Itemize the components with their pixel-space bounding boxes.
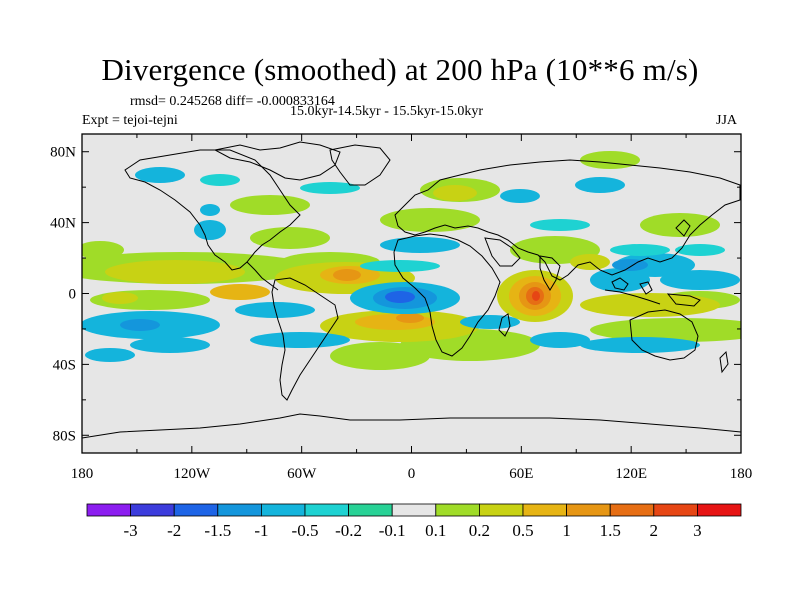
colorbar: -3 -2 -1.5 -1 -0.5 -0.2 -0.1 0.1 0.2 0.5 1 1.5 2 3 — [86, 503, 742, 540]
divergence-field — [82, 134, 741, 453]
colorbar-label: 1.5 — [600, 521, 621, 540]
colorbar-box — [130, 503, 175, 517]
colorbar-box — [173, 503, 219, 517]
colorbar-label: 2 — [650, 521, 659, 540]
colorbar-box — [653, 503, 698, 517]
lon-tick-label: 60W — [287, 466, 317, 482]
colorbar-box — [260, 503, 306, 517]
plot-title: Divergence (smoothed) at 200 hPa (10**6 … — [101, 52, 699, 87]
lat-tick-label: 0 — [69, 287, 77, 303]
colorbar-box — [609, 503, 655, 517]
colorbar-box — [217, 503, 262, 517]
colorbar-box — [391, 503, 437, 517]
colorbar-box — [435, 503, 480, 517]
lat-tick-label: 80N — [50, 145, 76, 161]
lon-tick-label: 60E — [509, 466, 533, 482]
colorbar-label: -3 — [124, 521, 138, 540]
lon-tick-label: 120E — [615, 466, 647, 482]
colorbar-label: -2 — [167, 521, 181, 540]
colorbar-label: 1 — [562, 521, 571, 540]
lon-tick-label: 180 — [730, 466, 753, 482]
lat-tick-label: 40N — [50, 216, 76, 232]
lon-tick-label: 120W — [173, 466, 211, 482]
colorbar-label: -1.5 — [204, 521, 231, 540]
colorbar-label: 0.1 — [425, 521, 446, 540]
colorbar-label: -0.1 — [379, 521, 406, 540]
colorbar-label: -0.5 — [292, 521, 319, 540]
colorbar-label: 0.2 — [469, 521, 490, 540]
experiment-line: Expt = tejoi-tejni — [82, 113, 178, 128]
lon-tick-label: 0 — [408, 466, 416, 482]
lat-tick-label: 40S — [53, 357, 76, 373]
coastlines — [82, 141, 741, 439]
lat-tick-label: 80S — [53, 428, 76, 444]
season-label: JJA — [716, 113, 738, 128]
colorbar-label: 0.5 — [512, 521, 533, 540]
colorbar-label: -0.2 — [335, 521, 362, 540]
lon-tick-label: 180 — [71, 466, 94, 482]
period-line: 15.0kyr-14.5kyr - 15.5kyr-15.0kyr — [290, 104, 484, 119]
colorbar-box — [348, 503, 393, 517]
colorbar-box — [522, 503, 567, 517]
colorbar-box — [478, 503, 524, 517]
latitude-axis: 80N 40N 0 40S 80S — [50, 145, 741, 444]
colorbar-label: 3 — [693, 521, 702, 540]
colorbar-box — [86, 503, 131, 517]
colorbar-box — [697, 503, 742, 517]
colorbar-label: -1 — [254, 521, 268, 540]
stats-line: rmsd= 0.245268 diff= -0.000833164 — [130, 94, 335, 109]
colorbar-box — [566, 503, 611, 517]
longitude-axis: 180 120W 60W 0 60E 120E 180 — [71, 134, 753, 482]
colorbar-box — [304, 503, 349, 517]
